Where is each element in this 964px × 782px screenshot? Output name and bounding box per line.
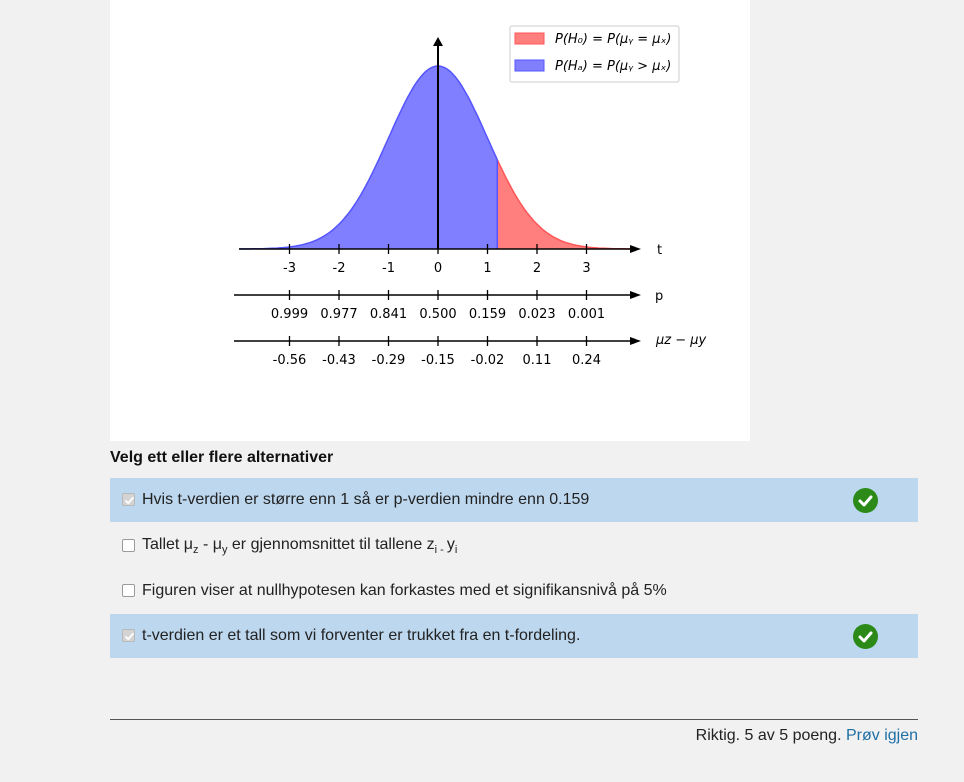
legend-swatch-ha: [514, 59, 545, 72]
option-3-text: Figuren viser at nullhypotesen kan forka…: [142, 582, 667, 599]
option-4[interactable]: t-verdien er et tall som vi forventer er…: [110, 614, 918, 658]
h0-area: [497, 159, 632, 249]
legend-label-h0: P(H₀) = P(μᵧ = μₓ): [555, 32, 671, 47]
option-4-checkbox[interactable]: [122, 629, 135, 642]
axis_p-tick-label: 0.977: [320, 307, 357, 322]
option-1-checkbox[interactable]: [122, 493, 135, 506]
retry-link[interactable]: Prøv igjen: [845, 727, 918, 744]
axis_t-tick-label: 2: [533, 261, 541, 276]
question-prompt: Velg ett eller flere alternativer: [110, 449, 334, 466]
axis_p-tick-label: 0.999: [271, 307, 308, 322]
axis_diff-tick-label: -0.43: [322, 353, 356, 368]
legend-label-ha: P(Hₐ) = P(μᵧ > μₓ): [555, 59, 671, 74]
option-2-checkbox[interactable]: [122, 539, 135, 552]
axis_diff-tick-label: -0.15: [421, 353, 455, 368]
axis_diff-tick-label: -0.56: [273, 353, 307, 368]
axis_p-tick-label: 0.159: [469, 307, 506, 322]
option-1[interactable]: Hvis t-verdien er større enn 1 så er p-v…: [110, 478, 918, 522]
result-text: Riktig. 5 av 5 poeng.: [695, 727, 842, 744]
t-axis-label: t: [657, 243, 662, 258]
option-4-text: t-verdien er et tall som vi forventer er…: [142, 627, 581, 644]
option-2-text: Tallet μz - μy er gjennomsnittet til tal…: [142, 535, 458, 557]
option-2[interactable]: Tallet μz - μy er gjennomsnittet til tal…: [110, 524, 918, 568]
result-line: Riktig. 5 av 5 poeng. Prøv igjen: [696, 727, 918, 745]
t-distribution-figure: -3 -2 -1 0 1 2 3 0.999 0.977 0.841 0.500 0.159 0.023…: [110, 0, 750, 441]
axis_diff-tick-label: 0.11: [523, 353, 552, 368]
option-3[interactable]: Figuren viser at nullhypotesen kan forka…: [110, 569, 918, 613]
axis_p-tick-label: 0.841: [370, 307, 407, 322]
y-axis-arrow: [433, 37, 443, 46]
legend: P(H₀) = P(μᵧ = μₓ) P(Hₐ) = P(μᵧ > μₓ): [509, 25, 680, 83]
checkmark-icon: [124, 496, 135, 505]
divider: [110, 719, 918, 720]
option-1-text: Hvis t-verdien er større enn 1 så er p-v…: [142, 491, 590, 508]
axis_p-tick-label: 0.001: [568, 307, 605, 322]
correct-check-icon: [853, 488, 878, 513]
axis_p-tick-label: 0.500: [419, 307, 456, 322]
axis-ticks: -3 -2 -1 0 1 2 3 0.999 0.977 0.841 0.500 0.159 0.023…: [271, 244, 605, 368]
axis_t-tick-label: 3: [582, 261, 590, 276]
axis_diff-tick-label: -0.29: [372, 353, 406, 368]
axis_t-tick-label: -1: [382, 261, 395, 276]
p-axis-label: p: [655, 289, 663, 304]
diff-axis-arrow: [630, 337, 641, 345]
legend-swatch-h0: [514, 32, 545, 45]
option-3-checkbox[interactable]: [122, 584, 135, 597]
checkmark-icon: [124, 632, 135, 641]
axis_diff-tick-label: 0.24: [572, 353, 601, 368]
t-axis-arrow: [630, 245, 641, 253]
p-axis-arrow: [630, 291, 641, 299]
correct-check-icon: [853, 624, 878, 649]
axis_t-tick-label: 1: [483, 261, 491, 276]
legend-box: [509, 25, 680, 83]
diff-axis-label: μz − μy: [655, 333, 707, 348]
t-distribution-plot: -3 -2 -1 0 1 2 3 0.999 0.977 0.841 0.500 0.159 0.023…: [234, 25, 707, 368]
axis_p-tick-label: 0.023: [518, 307, 555, 322]
axis_t-tick-label: -3: [283, 261, 296, 276]
axis_diff-tick-label: -0.02: [471, 353, 505, 368]
ha-area: [240, 66, 498, 249]
axis_t-tick-label: -2: [333, 261, 346, 276]
density-curve: [239, 65, 499, 250]
axis_t-tick-label: 0: [434, 261, 442, 276]
